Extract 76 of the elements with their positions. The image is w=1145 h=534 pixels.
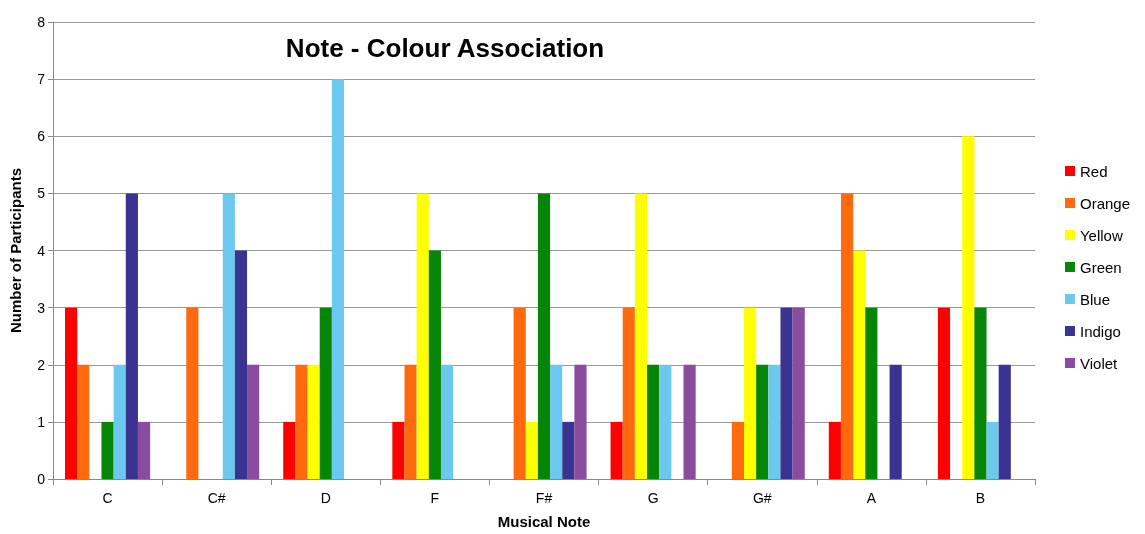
x-tick-label: C# bbox=[207, 490, 226, 506]
bar bbox=[634, 193, 648, 479]
bar bbox=[113, 364, 126, 479]
y-tick-label: 5 bbox=[37, 185, 46, 202]
legend-label: Violet bbox=[1079, 354, 1119, 372]
bar bbox=[137, 421, 151, 479]
bar bbox=[731, 421, 744, 479]
legend-label: Yellow bbox=[1079, 226, 1123, 244]
legend-label: Indigo bbox=[1079, 322, 1121, 340]
x-tick-label: G bbox=[647, 490, 659, 506]
y-tick-label: 8 bbox=[37, 14, 46, 30]
bar bbox=[525, 421, 538, 479]
bar bbox=[331, 79, 345, 479]
bar bbox=[247, 364, 260, 479]
bar bbox=[392, 421, 405, 479]
bar bbox=[440, 364, 454, 479]
x-tick-label: C bbox=[102, 490, 113, 506]
bar bbox=[101, 421, 114, 479]
bar bbox=[974, 307, 987, 479]
bar bbox=[550, 364, 563, 479]
bar bbox=[853, 250, 866, 479]
bar bbox=[622, 307, 635, 479]
bar bbox=[65, 307, 78, 479]
bar bbox=[307, 364, 320, 479]
legend-label: Orange bbox=[1079, 194, 1131, 212]
bar bbox=[234, 250, 248, 479]
bar bbox=[319, 307, 332, 479]
bar bbox=[513, 307, 526, 479]
y-tick-label: 6 bbox=[37, 128, 46, 145]
bar bbox=[659, 364, 672, 479]
y-tick-label: 3 bbox=[37, 299, 46, 316]
x-tick-label: D bbox=[320, 490, 331, 506]
y-tick-label: 0 bbox=[37, 471, 46, 487]
y-axis-title: Number of Participants bbox=[7, 167, 24, 334]
legend-label: Red bbox=[1079, 162, 1108, 180]
bar bbox=[743, 307, 757, 479]
bar bbox=[77, 364, 90, 479]
bar bbox=[889, 364, 902, 479]
bar bbox=[792, 307, 805, 479]
bar bbox=[562, 421, 575, 479]
x-axis-title: Musical Note bbox=[497, 513, 591, 530]
bar bbox=[186, 307, 199, 479]
bar bbox=[647, 364, 660, 479]
bar bbox=[998, 364, 1011, 479]
bar bbox=[683, 364, 696, 479]
bar bbox=[125, 193, 138, 479]
bar bbox=[222, 193, 235, 479]
y-tick-label: 2 bbox=[37, 356, 46, 373]
bar bbox=[283, 421, 296, 479]
legend-label: Blue bbox=[1079, 290, 1110, 308]
bar bbox=[986, 421, 999, 479]
x-tick-label: A bbox=[866, 490, 877, 506]
bar bbox=[428, 250, 441, 479]
bar bbox=[937, 307, 951, 479]
bar bbox=[404, 364, 417, 479]
bar bbox=[537, 193, 551, 479]
legend-label: Green bbox=[1079, 258, 1122, 276]
bar bbox=[416, 193, 429, 479]
bar bbox=[610, 421, 623, 479]
bar bbox=[962, 136, 975, 479]
bar bbox=[828, 421, 841, 479]
bar bbox=[865, 307, 878, 479]
x-tick-label: B bbox=[975, 490, 986, 506]
bar bbox=[574, 364, 587, 479]
y-tick-label: 4 bbox=[37, 242, 46, 259]
x-tick-label: G# bbox=[752, 490, 772, 506]
bar bbox=[295, 364, 308, 479]
bar bbox=[840, 193, 854, 479]
x-tick-label: F bbox=[430, 490, 440, 506]
y-tick-label: 1 bbox=[37, 413, 46, 430]
y-tick-label: 7 bbox=[37, 71, 46, 88]
bar bbox=[768, 364, 781, 479]
x-tick-label: F# bbox=[535, 490, 553, 506]
chart-title: Note - Colour Association bbox=[285, 33, 605, 63]
bar bbox=[756, 364, 769, 479]
bar bbox=[780, 307, 793, 479]
